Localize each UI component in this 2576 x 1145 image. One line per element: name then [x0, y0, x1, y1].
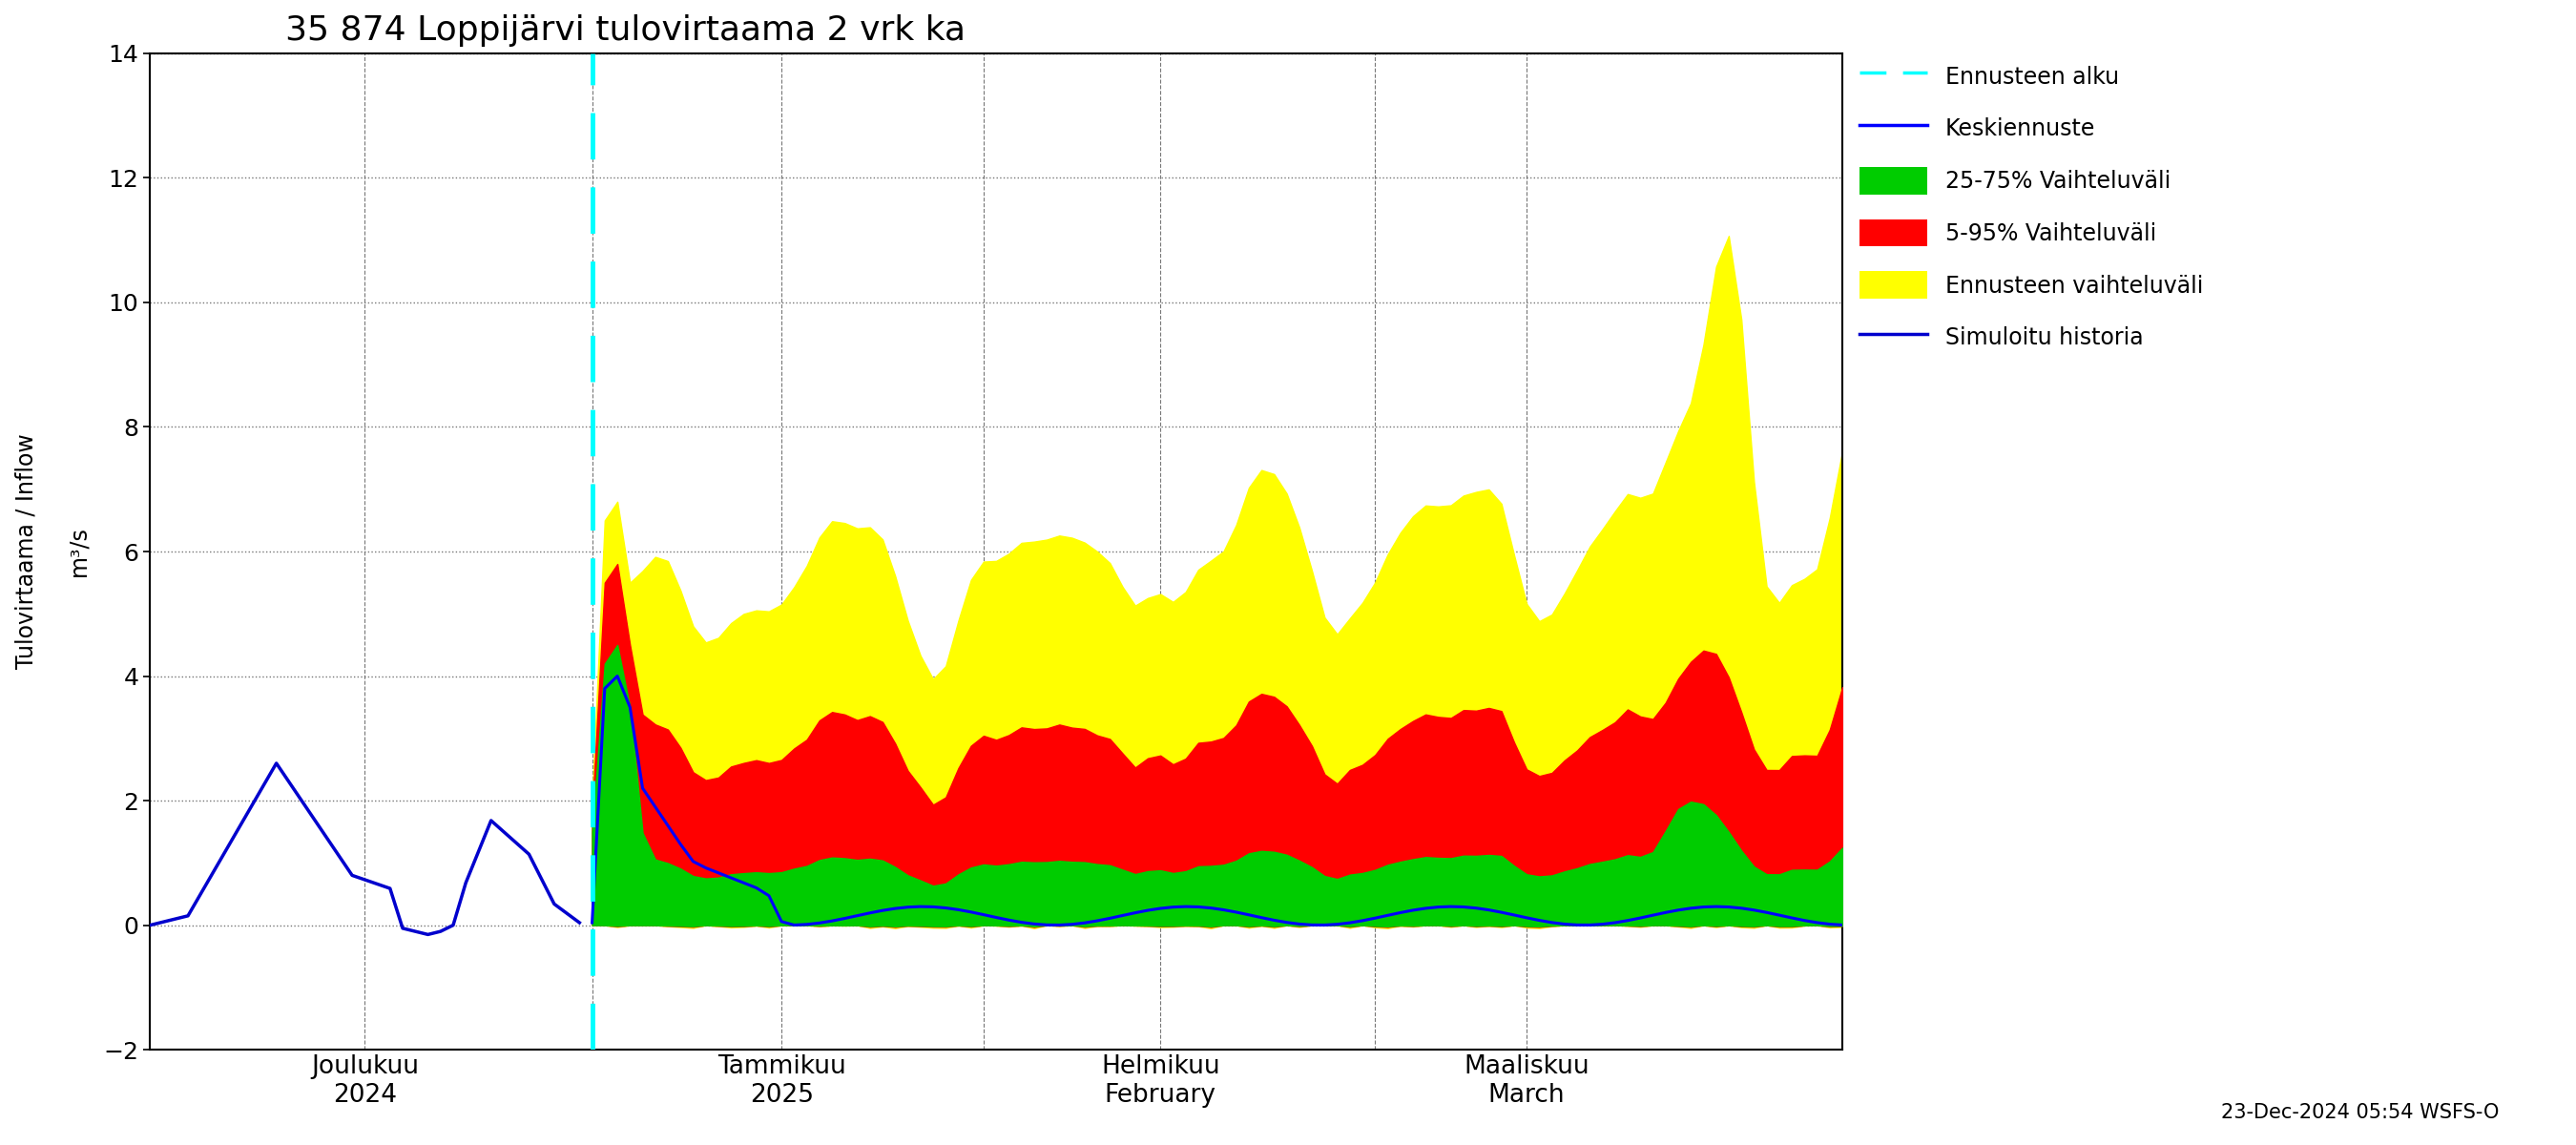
Legend: Ennusteen alku, Keskiennuste, 25-75% Vaihteluväli, 5-95% Vaihteluväli, Ennusteen: Ennusteen alku, Keskiennuste, 25-75% Vai… — [1850, 54, 2213, 361]
Text: 35 874 Loppijärvi tulovirtaama 2 vrk ka: 35 874 Loppijärvi tulovirtaama 2 vrk ka — [286, 14, 966, 47]
Text: 23-Dec-2024 05:54 WSFS-O: 23-Dec-2024 05:54 WSFS-O — [2221, 1103, 2499, 1122]
Y-axis label: Tulovirtaama / Inflow

m³/s: Tulovirtaama / Inflow m³/s — [15, 434, 90, 669]
